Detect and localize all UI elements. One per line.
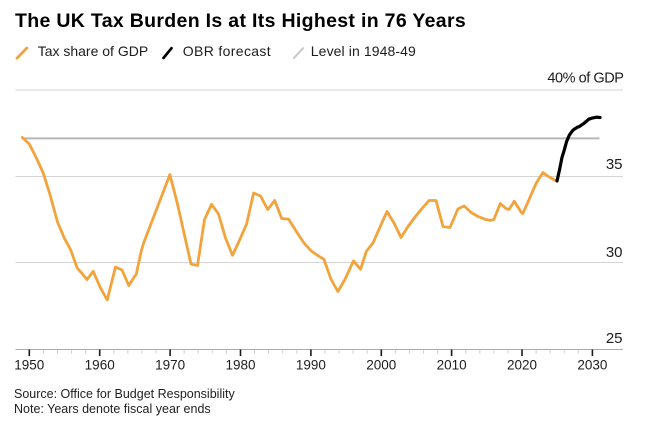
- svg-text:1990: 1990: [296, 357, 326, 372]
- svg-text:2010: 2010: [437, 357, 467, 372]
- svg-text:30: 30: [606, 244, 623, 261]
- svg-text:40% of GDP: 40% of GDP: [547, 70, 623, 86]
- svg-text:25: 25: [606, 330, 623, 347]
- svg-text:1970: 1970: [155, 357, 185, 372]
- svg-text:2000: 2000: [366, 357, 396, 372]
- svg-text:2030: 2030: [577, 357, 607, 372]
- svg-text:35: 35: [606, 156, 623, 173]
- svg-text:2020: 2020: [507, 357, 537, 372]
- svg-text:1950: 1950: [14, 357, 44, 372]
- svg-text:1960: 1960: [85, 357, 115, 372]
- svg-text:1980: 1980: [225, 357, 255, 372]
